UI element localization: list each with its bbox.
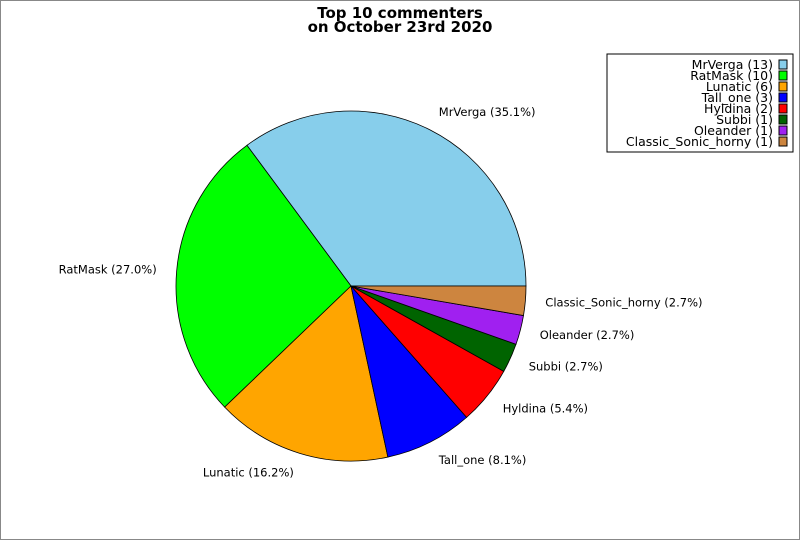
pie-slice-ratmask — [175, 144, 352, 408]
legend-entry-label: RatMask (10) — [690, 68, 773, 83]
chart-title-line-1: Top 10 commenters — [317, 4, 483, 22]
pie-slice-mrverga — [246, 110, 527, 287]
slice-label: Classic_Sonic_horny (2.7%) — [545, 296, 702, 310]
legend-box — [606, 53, 794, 153]
legend-entry-label: Lunatic (6) — [706, 79, 773, 94]
slice-label: RatMask (27.0%) — [59, 262, 157, 276]
slice-label: Hyldina (5.4%) — [503, 402, 588, 416]
chart-title-line-2: on October 23rd 2020 — [308, 18, 493, 36]
legend-entry-label: Subbi (1) — [716, 112, 773, 127]
pie-slice-classic_sonic_horny — [350, 285, 527, 317]
slice-label: Lunatic (16.2%) — [203, 465, 294, 479]
pie-slice-lunatic — [224, 285, 389, 462]
slice-label: Subbi (2.7%) — [529, 359, 603, 373]
legend-entry-label: Oleander (1) — [694, 123, 773, 138]
legend-swatch — [778, 81, 788, 92]
slice-label: Tall_one (8.1%) — [438, 453, 527, 467]
legend-swatch — [778, 103, 788, 114]
legend-swatch — [778, 59, 788, 70]
slice-label: MrVerga (35.1%) — [439, 105, 536, 119]
legend-swatch — [778, 70, 788, 81]
slice-label: Oleander (2.7%) — [540, 328, 635, 342]
legend-entry-label: MrVerga (13) — [692, 57, 773, 72]
legend-swatch — [778, 136, 788, 147]
legend-entry-label: Hyldina (2) — [704, 101, 773, 116]
legend-entry-label: Tall_one (3) — [701, 90, 773, 105]
legend-swatch — [778, 92, 788, 103]
legend-swatch — [778, 125, 788, 136]
pie-slice-tall_one — [350, 284, 468, 458]
legend-swatch — [778, 114, 788, 125]
legend-entry-label: Classic_Sonic_horny (1) — [626, 134, 773, 149]
